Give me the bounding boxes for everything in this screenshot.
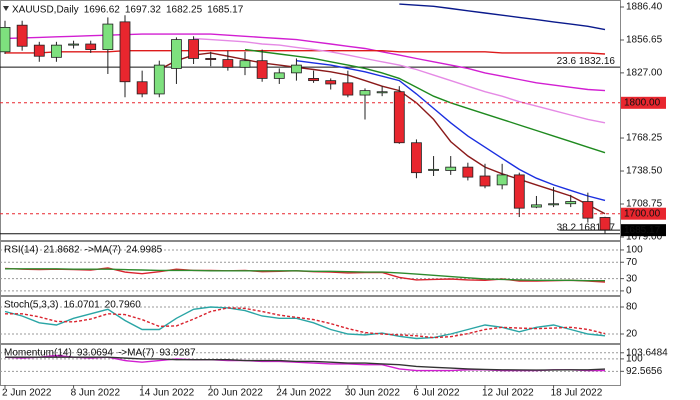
candle-body <box>0 26 11 53</box>
candle-body <box>33 44 45 57</box>
candle-body <box>308 78 319 82</box>
moving-average <box>193 37 606 124</box>
candle-body <box>205 58 217 60</box>
symbol-icon <box>3 6 9 11</box>
candle-body <box>445 166 457 171</box>
candle-body <box>376 91 388 94</box>
moving-average <box>296 60 606 202</box>
candle-body <box>51 44 62 58</box>
candle-body <box>565 201 577 205</box>
y-tick-label: 1856.65 <box>626 35 663 46</box>
y-tick-label: 92.5656 <box>626 366 663 377</box>
y-tick-label: 1768.25 <box>626 133 663 144</box>
y-tick-label: 100 <box>626 354 643 365</box>
panel-frame <box>0 241 621 296</box>
indicator-name: Momentum(14) <box>4 348 72 359</box>
price-label: 1685.17 <box>624 225 661 236</box>
x-tick-label: 30 Jun 2022 <box>345 388 400 399</box>
candle-body <box>582 201 594 219</box>
fibonacci-label: 38.2 1681.97 <box>557 222 616 233</box>
moving-average <box>244 48 606 154</box>
y-tick-label: 0 <box>626 286 632 297</box>
y-tick-label: 70 <box>626 257 638 268</box>
candle-body <box>428 168 439 171</box>
y-tick-label: 103.6484 <box>626 347 668 358</box>
candle-body <box>153 64 165 95</box>
x-tick-label: 14 Jun 2022 <box>139 388 194 399</box>
ohlc-high: 1697.32 <box>125 5 162 16</box>
fibonacci-label: 23.6 1832.16 <box>557 56 616 67</box>
candle-body <box>531 204 542 208</box>
y-tick-label: 100 <box>626 245 643 256</box>
candle-body <box>393 91 405 144</box>
level-label-bg <box>621 96 666 109</box>
chart-title: XAUUSD,Daily <box>12 5 79 16</box>
indicator-line <box>5 268 605 282</box>
y-tick-label: 20 <box>626 329 638 340</box>
x-tick-label: 8 Jun 2022 <box>71 388 121 399</box>
x-tick-label: 18 Jul 2022 <box>551 388 603 399</box>
y-tick-label: 1708.75 <box>626 199 663 210</box>
candle-body <box>479 175 491 187</box>
indicator-value: 20.7960 <box>105 300 142 311</box>
x-tick-label: 24 Jun 2022 <box>276 388 331 399</box>
panel-frame <box>0 0 621 241</box>
y-tick-label: 1886.40 <box>626 2 663 13</box>
indicator-value: 16.0701 <box>63 300 100 311</box>
candle-body <box>68 43 79 46</box>
moving-average <box>5 50 606 55</box>
candle-body <box>359 90 371 96</box>
moving-average <box>399 3 606 31</box>
indicator-name: RSI(14) <box>4 245 38 256</box>
level-label: 1700.00 <box>624 208 661 219</box>
y-tick-label: 1679.00 <box>626 232 663 243</box>
candle-body <box>599 217 611 231</box>
ohlc-low: 1682.25 <box>166 5 203 16</box>
panel-frame <box>0 344 621 386</box>
candle-body <box>85 43 97 50</box>
candle-body <box>256 60 268 79</box>
price-label-bg <box>621 224 666 237</box>
x-tick-label: 6 Jul 2022 <box>413 388 460 399</box>
level-label: 1800.00 <box>624 97 661 108</box>
indicator-name: ->MA(7) <box>85 245 121 256</box>
candle-body <box>462 166 474 178</box>
level-label-bg <box>621 207 666 220</box>
candle-body <box>548 203 559 206</box>
indicator-value: 93.9287 <box>159 348 196 359</box>
candle-body <box>222 59 234 68</box>
indicator-name: ->MA(7) <box>118 348 154 359</box>
x-tick-label: 2 Jun 2022 <box>2 388 52 399</box>
candle-body <box>16 24 28 47</box>
ohlc-close: 1685.17 <box>207 5 244 16</box>
candle-body <box>513 174 525 209</box>
panel-frame <box>0 296 621 344</box>
candle-body <box>136 81 148 95</box>
candle-body <box>411 142 422 174</box>
x-tick-label: 12 Jul 2022 <box>482 388 534 399</box>
indicator-value: 21.8682 <box>43 245 80 256</box>
candle-body <box>119 21 131 83</box>
y-tick-label: 80 <box>626 302 638 313</box>
candle-body <box>239 60 251 68</box>
x-tick-label: 20 Jun 2022 <box>208 388 263 399</box>
candle-body <box>171 39 182 69</box>
indicator-value: 24.9985 <box>126 245 163 256</box>
indicator-title: Stoch(5,3,3) <box>4 300 58 311</box>
candle-body <box>273 72 285 79</box>
y-tick-label: 1738.50 <box>626 166 663 177</box>
ohlc-open: 1696.62 <box>84 5 121 16</box>
candle-body <box>188 39 199 59</box>
indicator-value: 93.0694 <box>77 348 114 359</box>
indicator-line <box>5 307 606 339</box>
y-tick-label: 1827.00 <box>626 68 663 79</box>
candle-body <box>325 80 337 85</box>
indicator-line <box>5 356 606 371</box>
candle-body <box>496 174 508 186</box>
candle-body <box>291 64 302 74</box>
candle-body <box>102 23 114 50</box>
y-tick-label: 30 <box>626 273 638 284</box>
candle-body <box>342 82 354 96</box>
